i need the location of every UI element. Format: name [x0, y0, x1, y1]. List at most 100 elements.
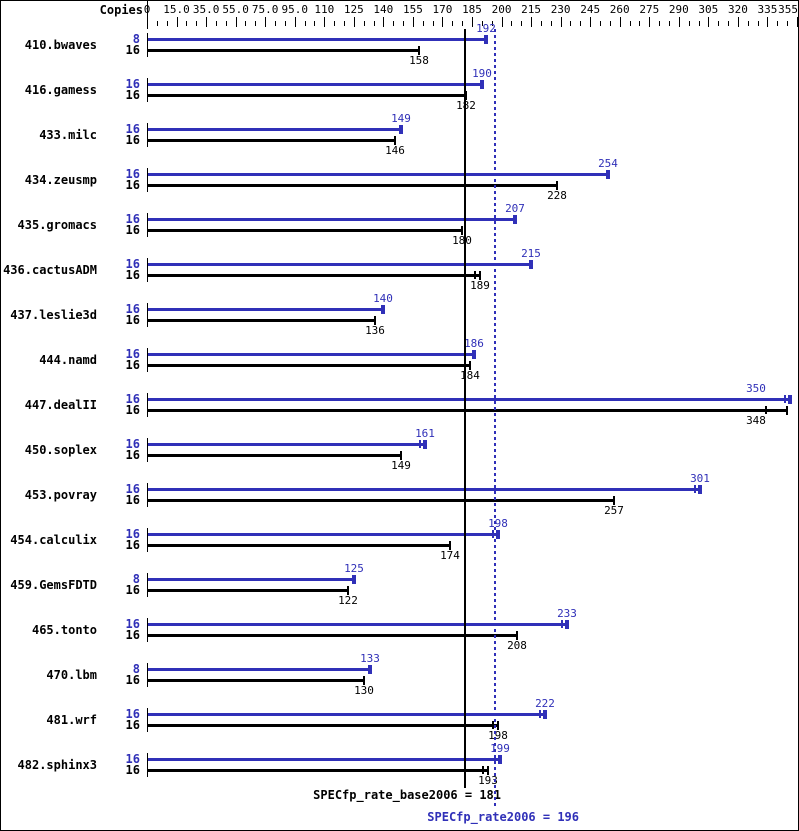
axis-tick-label: 245	[580, 3, 601, 16]
peak-value-label: 140	[373, 292, 393, 305]
base-bar-end-mark	[461, 226, 463, 235]
base-bar-end-mark	[556, 181, 558, 190]
base-bar	[148, 229, 462, 232]
copies-value-peak: 16	[125, 257, 140, 271]
axis-minor-tick	[787, 21, 788, 26]
copies-value-base: 16	[125, 178, 140, 192]
group-axis-stub	[147, 393, 148, 417]
copies-value-peak: 8	[132, 662, 140, 676]
benchmark-name: 450.soplex	[24, 442, 97, 457]
benchmark-name: 470.lbm	[46, 667, 97, 682]
benchmark-name: 447.dealII	[24, 397, 97, 412]
axis-minor-tick	[393, 21, 394, 26]
axis-minor-tick	[364, 21, 365, 26]
peak-bar-end-mark	[698, 485, 702, 494]
peak-rate-summary-text: SPECfp_rate2006 = 196	[427, 810, 579, 824]
axis-minor-tick	[630, 21, 631, 26]
axis-tick-label: 75.0	[251, 3, 279, 16]
base-value-label: 208	[507, 639, 527, 652]
axis-major-tick	[590, 17, 591, 27]
benchmark-name: 453.povray	[24, 487, 97, 502]
base-bar-end-mark	[479, 271, 481, 280]
peak-bar	[148, 128, 401, 131]
group-axis-stub	[147, 213, 148, 237]
peak-value-label: 254	[598, 157, 618, 170]
axis-minor-tick	[186, 21, 187, 26]
peak-value-label: 198	[488, 517, 508, 530]
axis-minor-tick	[521, 21, 522, 26]
axis-minor-tick	[423, 21, 424, 26]
axis-tick-label: 185	[462, 3, 482, 16]
peak-bar-end-mark	[496, 530, 500, 539]
peak-bar-end-mark	[606, 170, 610, 179]
axis-major-tick	[472, 17, 473, 27]
axis-minor-tick	[452, 21, 453, 26]
axis-minor-tick	[226, 21, 227, 26]
copies-value-peak: 16	[125, 122, 140, 136]
base-value-label: 130	[354, 684, 374, 697]
group-axis-stub	[147, 258, 148, 282]
axis-minor-tick	[600, 21, 601, 26]
base-value-label: 257	[604, 504, 624, 517]
peak-bar-end-mark	[513, 215, 517, 224]
peak-bar-end-mark	[484, 35, 488, 44]
group-axis-stub	[147, 438, 148, 462]
axis-major-tick	[797, 17, 798, 27]
axis-tick-label: 170	[432, 3, 453, 16]
base-bar	[148, 589, 348, 592]
base-value-label: 193	[478, 774, 498, 787]
axis-minor-tick	[492, 21, 493, 26]
base-bar	[148, 274, 480, 277]
axis-tick-label: 0	[143, 3, 151, 16]
peak-bar	[148, 488, 700, 491]
peak-bar-end-mark	[368, 665, 372, 674]
peak-value-label: 222	[535, 697, 555, 710]
copies-value-peak: 16	[125, 347, 140, 361]
peak-bar-end-mark	[565, 620, 569, 629]
copies-value-base: 16	[125, 493, 140, 507]
copies-value-base: 16	[125, 763, 140, 777]
axis-minor-tick	[728, 21, 729, 26]
peak-value-label: 186	[464, 337, 484, 350]
copies-value-base: 16	[125, 583, 140, 597]
axis-tick-label: 125	[343, 3, 364, 16]
base-bar-end-mark	[449, 541, 451, 550]
peak-value-label: 192	[476, 22, 496, 35]
base-value-label: 228	[547, 189, 567, 202]
peak-bar	[148, 713, 545, 716]
base-value-label: 122	[338, 594, 358, 607]
peak-bar	[148, 38, 486, 41]
peak-value-label: 190	[472, 67, 492, 80]
copies-value-peak: 16	[125, 752, 140, 766]
axis-major-tick	[177, 17, 178, 27]
peak-value-label: 215	[521, 247, 541, 260]
peak-value-label: 233	[557, 607, 577, 620]
axis-origin-line	[147, 1, 148, 29]
peak-run-mark	[419, 440, 421, 448]
base-bar-end-mark	[487, 766, 489, 775]
axis-major-tick	[561, 17, 562, 27]
copies-value-peak: 16	[125, 167, 140, 181]
benchmark-name: 481.wrf	[46, 712, 97, 727]
axis-major-tick	[206, 17, 207, 27]
axis-minor-tick	[580, 21, 581, 26]
benchmark-name: 435.gromacs	[17, 217, 97, 232]
axis-tick-label: 355	[778, 3, 798, 16]
axis-major-tick	[649, 17, 650, 27]
peak-bar	[148, 308, 383, 311]
peak-bar-end-mark	[381, 305, 385, 314]
axis-major-tick	[354, 17, 355, 27]
axis-minor-tick	[551, 21, 552, 26]
base-value-label: 174	[440, 549, 460, 562]
base-bar	[148, 634, 517, 637]
axis-tick-label: 290	[668, 3, 689, 16]
base-bar-end-mark	[374, 316, 376, 325]
axis-minor-tick	[334, 21, 335, 26]
peak-bar	[148, 668, 370, 671]
benchmark-name: 482.sphinx3	[17, 757, 97, 772]
peak-bar	[148, 218, 515, 221]
axis-minor-tick	[403, 21, 404, 26]
peak-bar	[148, 578, 354, 581]
benchmark-name: 465.tonto	[31, 622, 97, 637]
axis-major-tick	[236, 17, 237, 27]
